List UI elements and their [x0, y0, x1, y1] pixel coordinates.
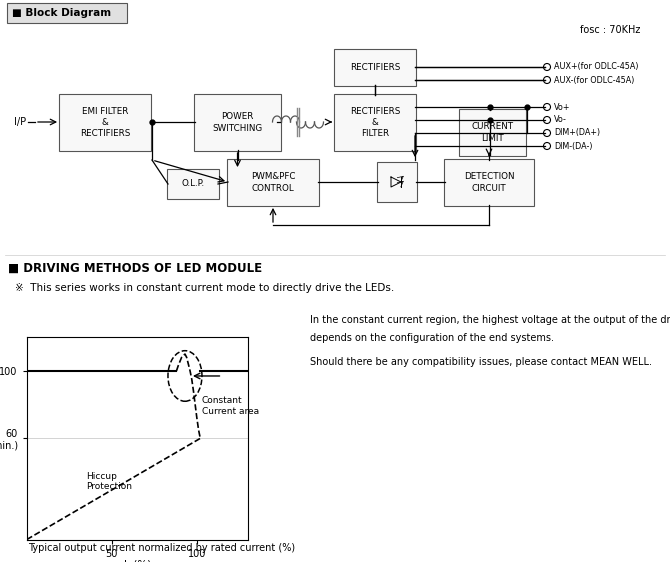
Text: DETECTION
CIRCUIT: DETECTION CIRCUIT	[464, 173, 515, 193]
Text: Hiccup
Protection: Hiccup Protection	[86, 472, 133, 492]
Text: DIM-(DA-): DIM-(DA-)	[554, 142, 592, 151]
Text: O.L.P.: O.L.P.	[182, 179, 204, 188]
X-axis label: Io(%): Io(%)	[124, 560, 151, 562]
FancyBboxPatch shape	[7, 3, 127, 23]
Text: AUX-(for ODLC-45A): AUX-(for ODLC-45A)	[554, 75, 634, 84]
FancyBboxPatch shape	[334, 49, 416, 86]
Text: ※  This series works in constant current mode to directly drive the LEDs.: ※ This series works in constant current …	[15, 283, 394, 293]
Text: RECTIFIERS: RECTIFIERS	[350, 63, 400, 72]
FancyBboxPatch shape	[444, 159, 534, 206]
Text: fosc : 70KHz: fosc : 70KHz	[580, 25, 641, 35]
Text: I/P: I/P	[14, 117, 26, 127]
Text: Typical output current normalized by rated current (%): Typical output current normalized by rat…	[28, 543, 295, 553]
FancyBboxPatch shape	[194, 94, 281, 151]
Text: POWER
SWITCHING: POWER SWITCHING	[212, 112, 263, 133]
Text: depends on the configuration of the end systems.: depends on the configuration of the end …	[310, 333, 554, 343]
Text: ■ Block Diagram: ■ Block Diagram	[12, 8, 111, 18]
Text: Vo+: Vo+	[554, 102, 570, 111]
Text: CURRENT
LIMIT: CURRENT LIMIT	[472, 123, 514, 143]
Text: PWM&PFC
CONTROL: PWM&PFC CONTROL	[251, 173, 295, 193]
FancyBboxPatch shape	[334, 94, 416, 151]
Text: Vo-: Vo-	[554, 116, 567, 125]
Text: ■ DRIVING METHODS OF LED MODULE: ■ DRIVING METHODS OF LED MODULE	[8, 261, 262, 274]
FancyBboxPatch shape	[227, 159, 319, 206]
Text: Constant
Current area: Constant Current area	[202, 396, 259, 416]
Text: EMI FILTER
&
RECTIFIERS: EMI FILTER & RECTIFIERS	[80, 107, 130, 138]
Text: In the constant current region, the highest voltage at the output of the driver: In the constant current region, the high…	[310, 315, 670, 325]
Text: AUX+(for ODLC-45A): AUX+(for ODLC-45A)	[554, 62, 639, 71]
Text: RECTIFIERS
&
FILTER: RECTIFIERS & FILTER	[350, 107, 400, 138]
FancyBboxPatch shape	[377, 162, 417, 202]
FancyBboxPatch shape	[459, 109, 526, 156]
FancyBboxPatch shape	[59, 94, 151, 151]
Text: DIM+(DA+): DIM+(DA+)	[554, 129, 600, 138]
FancyBboxPatch shape	[167, 169, 219, 199]
Text: Should there be any compatibility issues, please contact MEAN WELL.: Should there be any compatibility issues…	[310, 357, 652, 367]
